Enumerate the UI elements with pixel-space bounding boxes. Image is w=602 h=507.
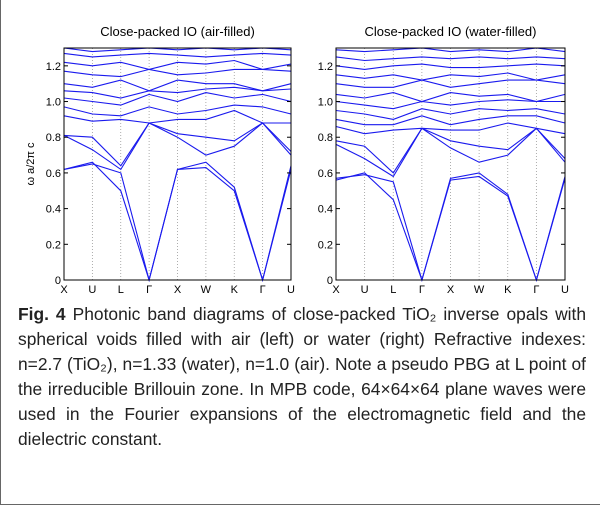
band-line — [335, 172, 566, 282]
x-tick-label: K — [504, 284, 512, 296]
band-line — [63, 122, 292, 171]
y-tick-label: 0.6 — [46, 168, 61, 180]
band-line — [63, 104, 292, 117]
x-tick-label: W — [474, 284, 485, 296]
y-tick-label: 0 — [55, 275, 61, 287]
x-tick-label: L — [118, 284, 124, 296]
y-tick-label: 1.2 — [46, 61, 61, 73]
band-line — [335, 127, 566, 178]
band-diagram-figure: Close-packed IO (air-filled) 0 0.2 0.4 0.6 0.… — [25, 24, 569, 296]
y-tick-label: 0.6 — [318, 168, 333, 180]
x-tick-label: U — [561, 284, 569, 296]
chart-title: Close-packed IO (air-filled) — [100, 24, 255, 39]
band-line — [63, 92, 292, 106]
band-diagram-air: Close-packed IO (air-filled) 0 0.2 0.4 0.6 0.… — [25, 24, 295, 296]
figure-label: Fig. 4 — [18, 304, 66, 324]
band-line — [335, 79, 566, 88]
band-line — [335, 108, 566, 120]
band-line — [335, 122, 566, 135]
band-line — [335, 72, 566, 81]
x-tick-label: Γ — [419, 284, 425, 296]
x-tick-label: W — [201, 284, 212, 296]
band-line — [63, 109, 291, 124]
band-line — [335, 47, 566, 53]
x-tick-label: Γ — [260, 284, 266, 296]
y-tick-label: 0.8 — [46, 132, 61, 144]
y-tick-label: 0.2 — [318, 239, 333, 251]
x-tick-label: X — [60, 284, 68, 296]
x-tick-label: U — [361, 284, 369, 296]
band-line — [335, 127, 566, 174]
y-tick-label: 0.8 — [318, 132, 333, 144]
caption-text: Photonic band diagrams of close-packed T… — [18, 304, 586, 449]
band-line — [63, 79, 292, 92]
y-tick-label: 0.4 — [46, 204, 61, 216]
y-tick-label: 0.4 — [318, 204, 333, 216]
band-line — [63, 47, 292, 53]
y-tick-label: 1.2 — [318, 61, 333, 73]
band-line — [63, 122, 292, 167]
x-tick-label: X — [332, 284, 340, 296]
plot-area-border — [335, 47, 566, 281]
y-tick-label: 1.0 — [46, 97, 61, 109]
band-line — [335, 92, 566, 103]
band-line — [63, 86, 292, 99]
band-line — [335, 63, 566, 70]
figure-caption: Fig. 4 Photonic band diagrams of close-p… — [18, 302, 586, 452]
x-tick-label: X — [174, 284, 182, 296]
x-tick-label: X — [447, 284, 455, 296]
y-tick-label: 0 — [327, 275, 333, 287]
x-tick-label: L — [390, 284, 396, 296]
band-diagram-water: Close-packed IO (water-filled) 0 0.2 0.4 0.6… — [318, 24, 569, 296]
y-axis-label: ω a/2π c — [25, 142, 37, 186]
x-tick-label: U — [88, 284, 96, 296]
band-line — [335, 99, 565, 110]
x-tick-label: U — [287, 284, 295, 296]
band-line — [63, 52, 292, 58]
chart-title: Close-packed IO (water-filled) — [365, 24, 537, 39]
x-tick-label: Γ — [146, 284, 152, 296]
plot-area-border — [63, 47, 292, 281]
band-line — [63, 161, 292, 283]
y-tick-label: 1.0 — [318, 97, 333, 109]
band-line — [63, 68, 292, 78]
y-tick-label: 0.2 — [46, 239, 61, 251]
band-line — [63, 59, 292, 70]
band-line — [335, 115, 566, 126]
band-line — [335, 56, 566, 62]
x-tick-label: Γ — [533, 284, 539, 296]
x-tick-label: K — [231, 284, 239, 296]
